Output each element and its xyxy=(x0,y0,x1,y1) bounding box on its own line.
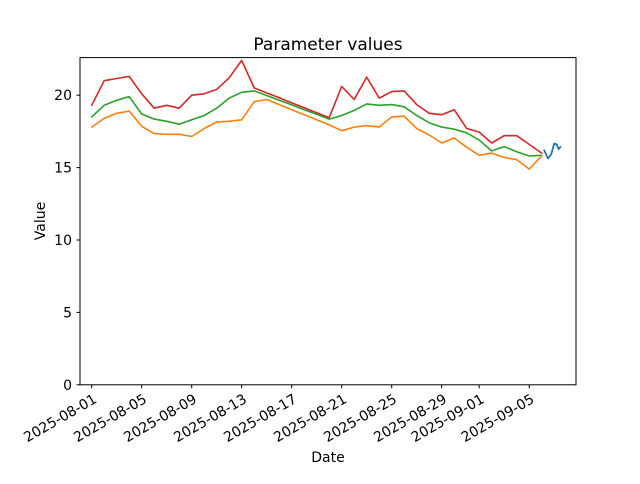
series-orange-line xyxy=(90,98,543,170)
series-green-line xyxy=(90,90,543,157)
chart-title: Parameter values xyxy=(253,35,402,55)
series-red-line xyxy=(90,59,543,154)
series-lines xyxy=(90,59,562,170)
y-axis-label: Value xyxy=(33,202,49,240)
y-tick-label: 0 xyxy=(63,378,72,394)
y-tick-label: 5 xyxy=(63,305,72,321)
x-axis-label: Date xyxy=(311,450,344,466)
y-axis-ticks: 0 5 10 15 20 xyxy=(54,88,80,394)
y-tick-label: 20 xyxy=(54,88,72,104)
y-tick-label: 15 xyxy=(54,161,72,177)
y-tick-label: 10 xyxy=(54,233,72,249)
plot-area-frame xyxy=(79,57,577,386)
series-blue-line xyxy=(543,142,562,160)
